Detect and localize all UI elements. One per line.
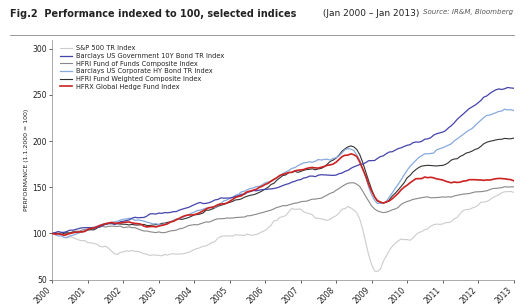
Y-axis label: PERFORMANCE (1.1.2000 = 100): PERFORMANCE (1.1.2000 = 100) (25, 109, 29, 211)
Text: Fig.2  Performance indexed to 100, selected indices: Fig.2 Performance indexed to 100, select… (10, 9, 297, 19)
Text: (Jan 2000 – Jan 2013): (Jan 2000 – Jan 2013) (320, 9, 419, 18)
Legend: S&P 500 TR Index, Barclays US Government 10Y Bond TR Index, HFRI Fund of Funds C: S&P 500 TR Index, Barclays US Government… (60, 45, 224, 90)
Text: Source: IR&M, Bloomberg: Source: IR&M, Bloomberg (423, 9, 514, 15)
